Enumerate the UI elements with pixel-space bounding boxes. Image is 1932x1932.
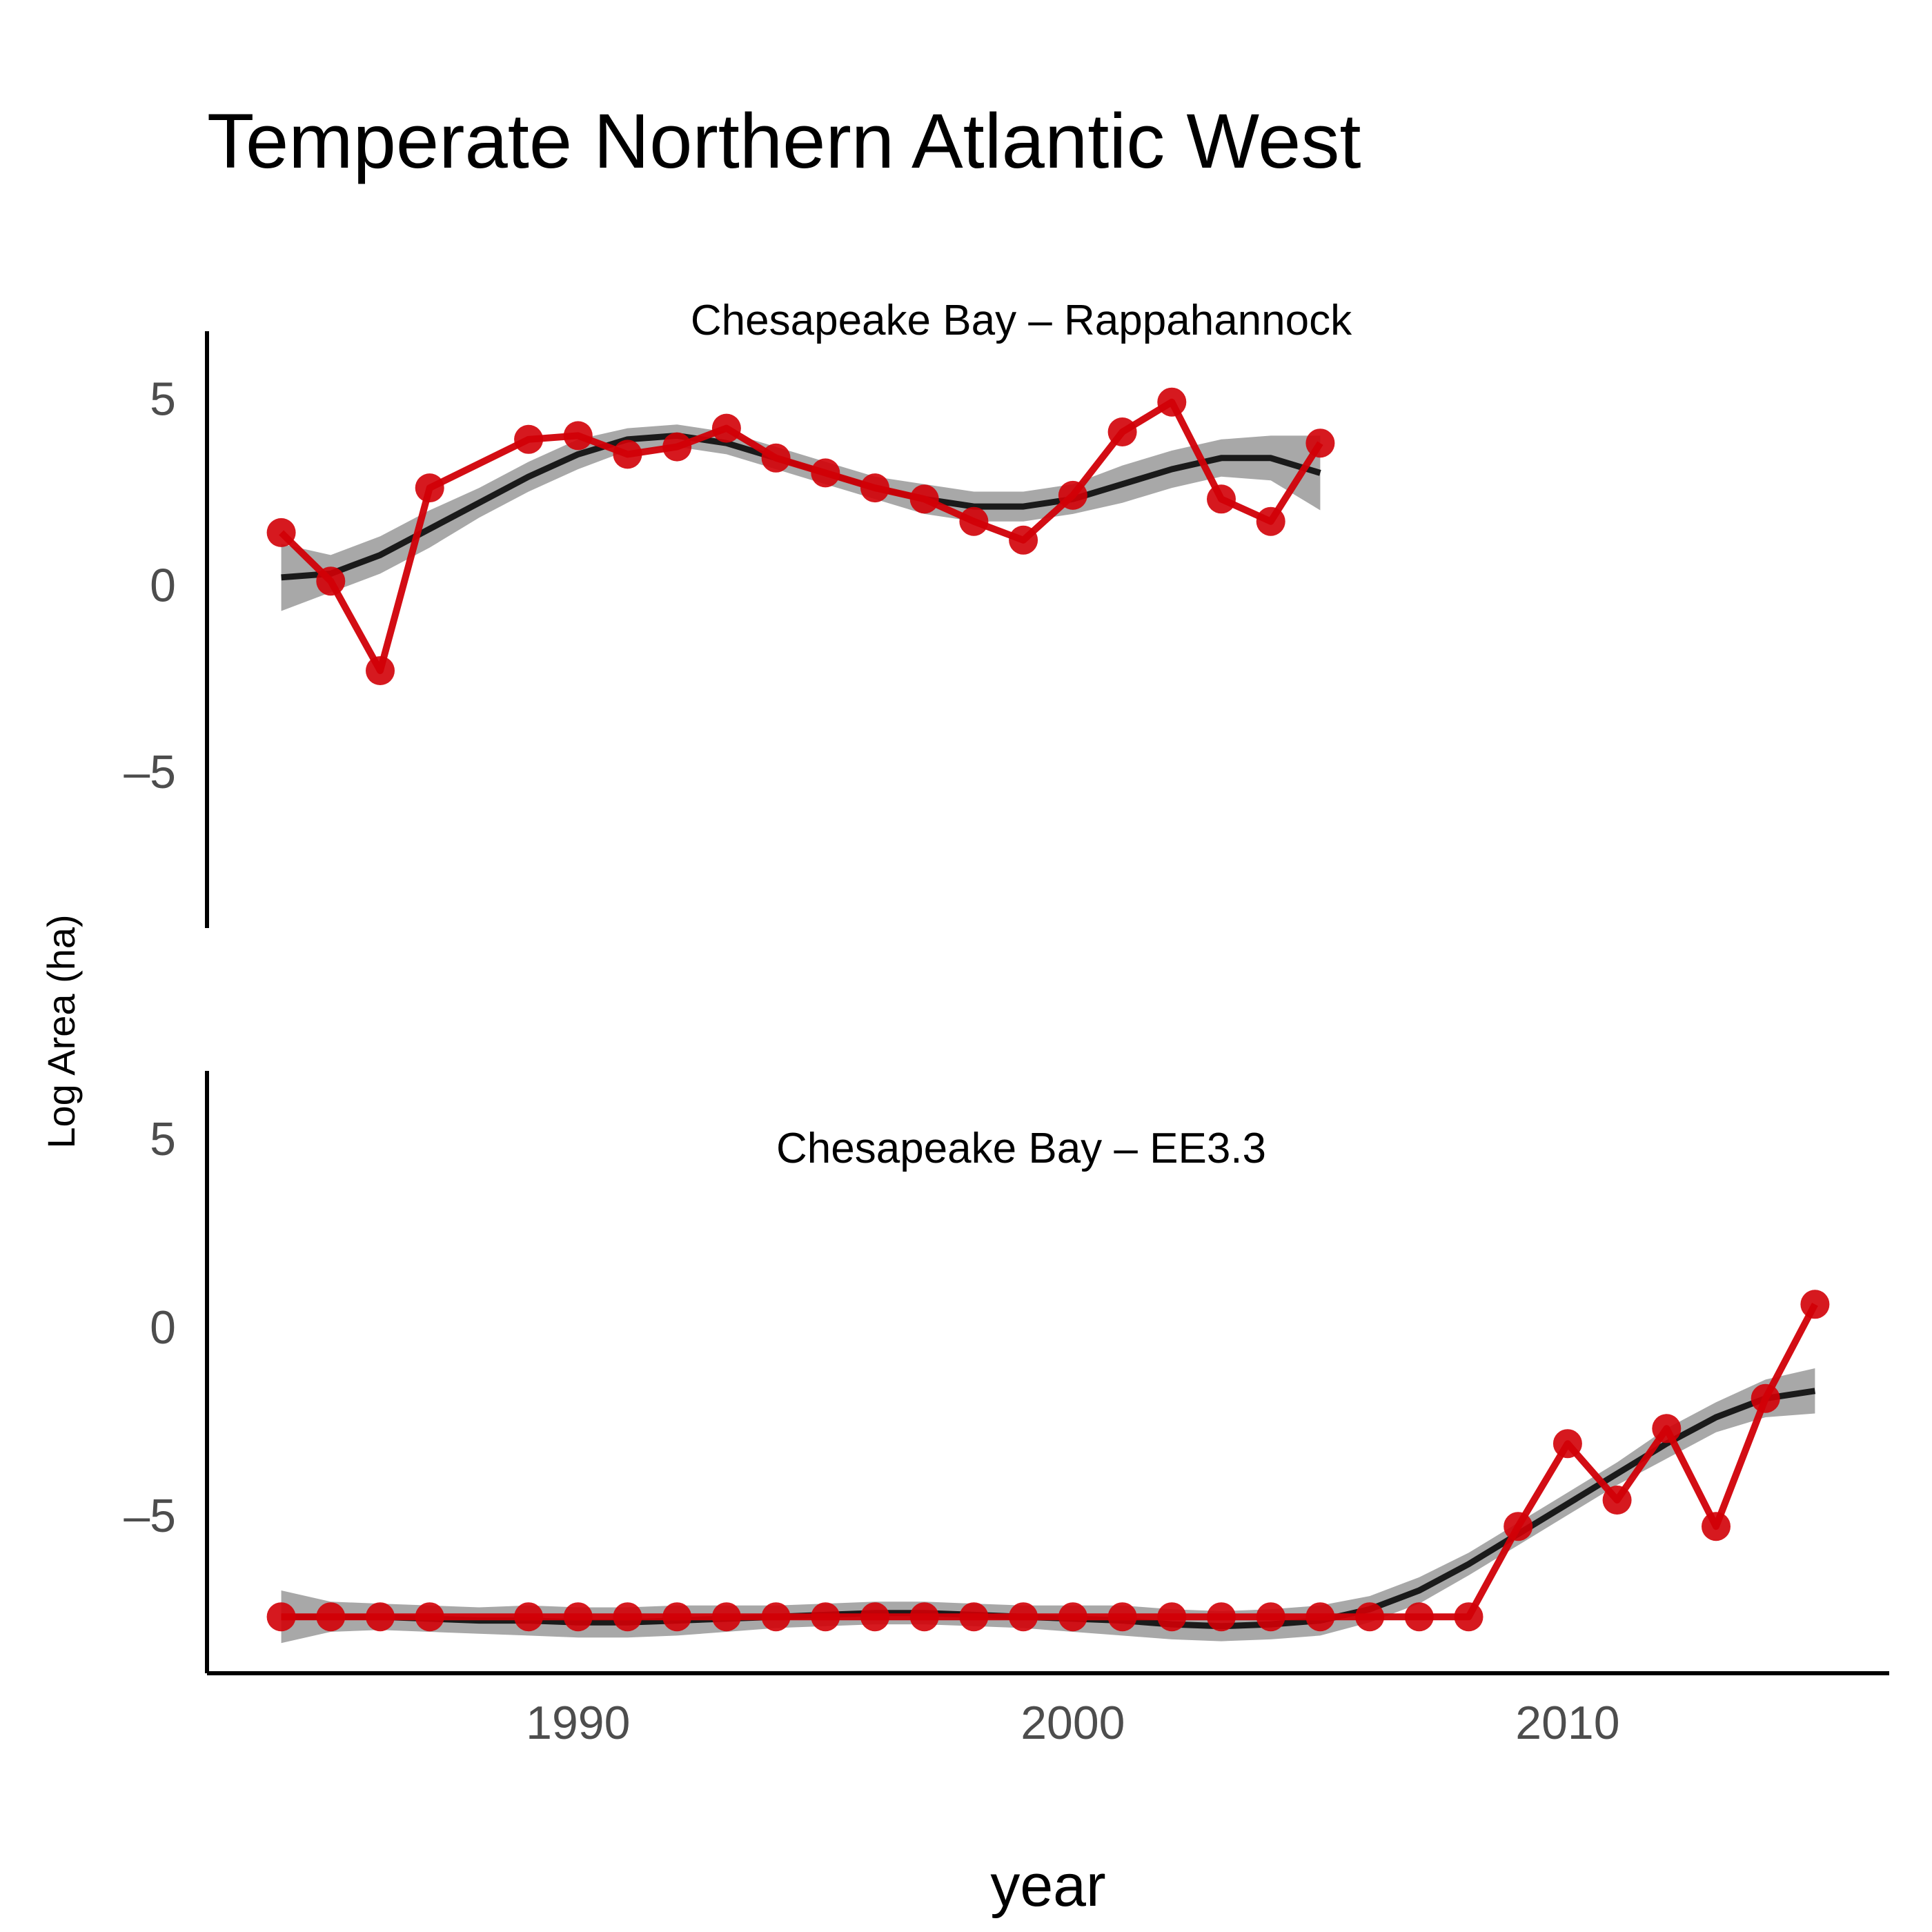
- y-tick-label: 0: [150, 1301, 176, 1354]
- data-point: [1602, 1486, 1632, 1515]
- data-point: [1652, 1414, 1682, 1443]
- facet-title: Chesapeake Bay – EE3.3: [776, 1125, 1266, 1172]
- facet-title: Chesapeake Bay – Rappahannock: [691, 297, 1352, 344]
- data-point: [1107, 417, 1137, 446]
- data-point: [266, 518, 296, 547]
- data-point: [1207, 1602, 1236, 1632]
- data-point: [1702, 1512, 1731, 1541]
- panel-2: 5 0 –5 Chesapeake Bay – EE3.3 1990 2000 2010: [124, 1071, 1889, 1749]
- data-point: [662, 1602, 692, 1632]
- data-point: [613, 440, 642, 469]
- data-point: [811, 1602, 840, 1632]
- data-point: [1552, 1429, 1582, 1459]
- data-point: [514, 1602, 544, 1632]
- data-point: [909, 1602, 939, 1632]
- data-point: [959, 1602, 989, 1632]
- smooth-trend-line: [281, 1388, 1816, 1630]
- data-point: [1504, 1512, 1533, 1541]
- data-point: [563, 1602, 593, 1632]
- data-point: [1256, 1602, 1285, 1632]
- y-tick-label: 5: [150, 373, 176, 425]
- data-point: [316, 1602, 346, 1632]
- x-axis-title: year: [990, 1853, 1105, 1919]
- data-point: [959, 506, 989, 536]
- data-point: [711, 1602, 741, 1632]
- x-tick-label: 1990: [526, 1697, 630, 1749]
- data-point: [1800, 1290, 1830, 1319]
- data-point: [366, 656, 395, 685]
- data-point: [415, 473, 444, 503]
- data-point: [1305, 428, 1335, 458]
- data-point: [811, 458, 840, 488]
- panel-1: 5 0 –5 Chesapeake Bay – Rappahannock: [124, 297, 1352, 928]
- data-point: [366, 1602, 395, 1632]
- data-point: [1157, 1602, 1187, 1632]
- y-tick-label: 0: [150, 560, 176, 612]
- data-point: [1305, 1602, 1335, 1632]
- y-axis-title: Log Area (ha): [39, 914, 83, 1148]
- facet-panels: 5 0 –5 Chesapeake Bay – Rappahannock 5 0 –5 Che…: [124, 297, 1889, 1749]
- data-point: [1404, 1602, 1434, 1632]
- data-point: [761, 1602, 791, 1632]
- y-tick-label: 5: [150, 1113, 176, 1165]
- data-point: [563, 421, 593, 451]
- chart-title: Temperate Northern Atlantic West: [207, 98, 1361, 184]
- confidence-band: [281, 424, 1321, 611]
- data-point: [860, 473, 889, 503]
- confidence-band: [281, 1368, 1815, 1644]
- data-point: [662, 432, 692, 462]
- data-point: [1009, 1602, 1038, 1632]
- data-point: [711, 413, 741, 443]
- data-point: [860, 1602, 889, 1632]
- data-point: [266, 1602, 296, 1632]
- observed-series-line: [281, 1302, 1818, 1621]
- data-point: [1454, 1602, 1483, 1632]
- data-point: [1058, 480, 1087, 510]
- data-point: [1751, 1383, 1780, 1413]
- data-point: [316, 566, 346, 596]
- x-tick-label: 2010: [1515, 1697, 1619, 1749]
- data-point: [1355, 1602, 1385, 1632]
- data-point: [1107, 1602, 1137, 1632]
- data-point: [613, 1602, 642, 1632]
- data-point: [1207, 484, 1236, 514]
- data-point: [761, 443, 791, 473]
- data-point: [1157, 387, 1187, 417]
- data-point: [415, 1602, 444, 1632]
- x-tick-label: 2000: [1021, 1697, 1125, 1749]
- data-point: [1058, 1602, 1087, 1632]
- y-tick-label: –5: [124, 746, 176, 798]
- data-point: [909, 484, 939, 514]
- data-point: [1009, 525, 1038, 555]
- y-tick-label: –5: [124, 1490, 176, 1542]
- data-point: [514, 424, 544, 454]
- data-point: [1256, 506, 1285, 536]
